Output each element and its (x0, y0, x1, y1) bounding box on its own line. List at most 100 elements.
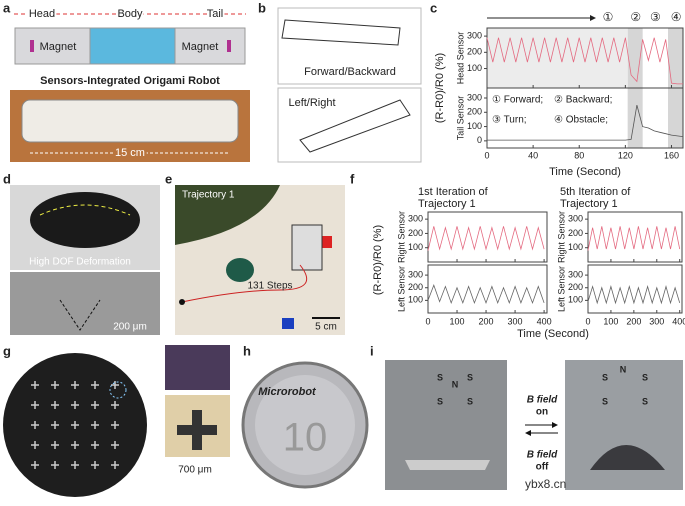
label: off (536, 462, 549, 473)
device (91, 381, 99, 389)
x-tick-label: 300 (649, 316, 664, 326)
x-tick-label: 100 (450, 316, 465, 326)
label: Microrobot (258, 386, 317, 398)
y-tick-label: 200 (568, 282, 583, 292)
arrow-head (590, 15, 596, 21)
plot-frame (427, 264, 548, 314)
highlight-band (487, 28, 628, 88)
y-tick-label: 100 (408, 295, 423, 305)
device (71, 441, 79, 449)
device (111, 421, 119, 429)
robot (291, 224, 323, 271)
y-tick-label: 200 (408, 282, 423, 292)
signal-line (587, 226, 681, 251)
device (111, 401, 119, 409)
signal-line (487, 104, 684, 141)
signal-line (427, 226, 545, 251)
device (51, 401, 59, 409)
signal-line (486, 37, 683, 85)
label: 131 Steps (247, 281, 292, 292)
subplot-label: Right Sensor (396, 211, 406, 263)
note: ② Backward; (554, 95, 612, 106)
plot-frame (587, 211, 683, 263)
device (31, 421, 39, 429)
marker-label: ① (603, 10, 614, 24)
coin-face (255, 375, 355, 475)
schematic (277, 87, 422, 163)
y-tick-label: 200 (408, 228, 423, 238)
plot-frame (486, 87, 684, 149)
caption: High DOF Deformation (29, 257, 131, 268)
magnet (30, 40, 34, 52)
chart-title: 5th Iteration of (560, 186, 631, 198)
note: ④ Obstacle; (554, 115, 608, 126)
robot-flat (405, 460, 490, 470)
body-module (89, 27, 176, 65)
y-tick-label: 200 (568, 228, 583, 238)
label: Magnet (182, 41, 219, 53)
pole-label: S (642, 396, 648, 406)
schematic (277, 7, 422, 85)
device (91, 401, 99, 409)
robot-photo (21, 99, 239, 143)
x-tick-label: 120 (618, 150, 633, 160)
terrain (175, 185, 280, 245)
y-tick-label: 300 (467, 30, 482, 40)
device (51, 421, 59, 429)
label: Head (29, 8, 55, 20)
scale-label: 5 cm (315, 322, 337, 333)
scale-label: 200 μm (113, 322, 147, 333)
device (71, 461, 79, 469)
y-tick-label: 100 (568, 295, 583, 305)
highlight (109, 381, 127, 399)
signal-line (587, 285, 681, 305)
device (31, 401, 39, 409)
magnet (227, 40, 231, 52)
pole-label: S (437, 372, 443, 382)
caption: Sensors-Integrated Origami Robot (40, 75, 220, 87)
x-tick-label: 400 (672, 316, 685, 326)
x-tick-label: 400 (537, 316, 552, 326)
subplot-label: Right Sensor (556, 211, 566, 263)
y-tick-label: 300 (568, 269, 583, 279)
y-tick-label: 100 (408, 242, 423, 252)
panel-label: a (3, 0, 11, 15)
device (111, 461, 119, 469)
label: B field (527, 450, 558, 461)
y-axis-label: (R-R0)/R0 (%) (372, 225, 384, 295)
trajectory (181, 264, 308, 303)
arrow-head (525, 430, 531, 436)
plot-frame (427, 211, 548, 263)
device (71, 421, 79, 429)
x-tick-label: 200 (626, 316, 641, 326)
device (111, 381, 119, 389)
y-tick-label: 100 (467, 63, 482, 73)
y-tick-label: 0 (477, 135, 482, 145)
highlight-range (668, 88, 683, 148)
label: on (536, 407, 548, 418)
x-tick-label: 200 (479, 316, 494, 326)
marker-label: ③ (650, 10, 661, 24)
device (111, 441, 119, 449)
y-tick-label: 100 (467, 121, 482, 131)
panel-label: h (243, 343, 251, 358)
device (31, 381, 39, 389)
photo (385, 360, 507, 490)
subplot-label: Tail Sensor (455, 96, 465, 141)
panel-label: f (350, 171, 355, 186)
arrow-head (552, 422, 558, 428)
scale-label: 700 μm (178, 465, 212, 476)
panel-label: d (3, 171, 11, 186)
obstacle (226, 258, 254, 282)
panel-label: e (165, 171, 172, 186)
highlight-range (668, 28, 683, 88)
title: Trajectory 1 (182, 190, 235, 201)
obstacle (320, 236, 332, 248)
note: ① Forward; (492, 95, 543, 106)
obstacle (282, 318, 294, 329)
label: Tail (207, 8, 224, 20)
highlight-range (627, 88, 643, 148)
robot-outline (281, 19, 401, 46)
device (51, 441, 59, 449)
